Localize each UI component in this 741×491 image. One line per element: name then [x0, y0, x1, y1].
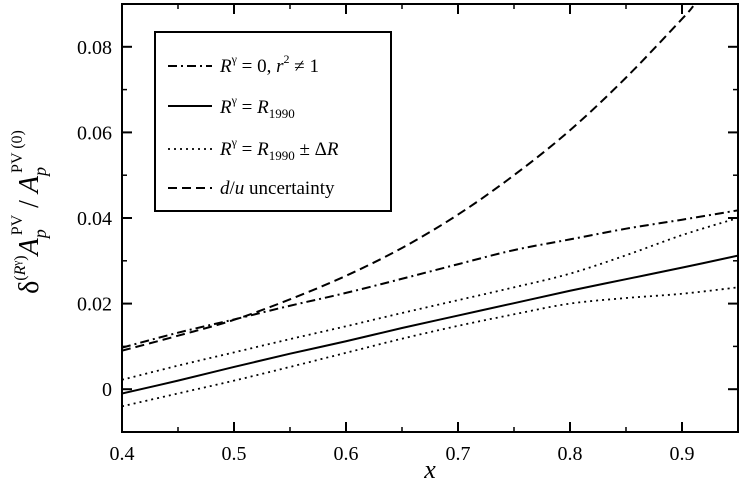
legend-label-solid: Rγ = R1990 [219, 93, 295, 121]
y-tick-label: 0.02 [77, 294, 112, 316]
x-tick-label: 0.4 [110, 443, 135, 465]
legend-label-dashed: d/u uncertainty [220, 178, 335, 199]
x-tick-label: 0.7 [446, 443, 471, 465]
plot-frame [121, 3, 739, 433]
y-tick-label: 0 [102, 379, 112, 401]
series-line-dashdot [122, 209, 738, 349]
legend-box [154, 31, 392, 212]
y-tick-label: 0.04 [77, 208, 112, 230]
series-line-dashed [122, 5, 694, 352]
series-line-solid [122, 254, 738, 395]
legend-samples [168, 65, 212, 189]
y-tick-label: 0.08 [77, 37, 112, 59]
series-line-dotted [122, 286, 738, 408]
legend-label-dashdot: Rγ = 0, r2 ≠ 1 [219, 52, 319, 77]
legend-label-dotted: Rγ = R1990 ± ΔR [219, 135, 339, 163]
x-tick-label: 0.5 [222, 443, 247, 465]
series-lines [122, 5, 738, 408]
x-tick-label: 0.9 [670, 443, 695, 465]
x-axis-title: x [423, 455, 436, 484]
x-tick-label: 0.6 [334, 443, 359, 465]
y-tick-label: 0.06 [77, 122, 112, 144]
y-axis-title: δ(Rγ)ApPV / ApPV (0) [9, 130, 50, 294]
legend: Rγ = 0, r2 ≠ 1 Rγ = R1990 Rγ = R1990 ± Δ… [154, 31, 392, 212]
x-tick-label: 0.8 [558, 443, 583, 465]
series-line-dotted [122, 217, 738, 381]
axis-tick-labels: 0.4 0.5 0.6 0.7 0.8 0.9 0 0.02 0.04 0.06 0.08 [77, 37, 695, 465]
